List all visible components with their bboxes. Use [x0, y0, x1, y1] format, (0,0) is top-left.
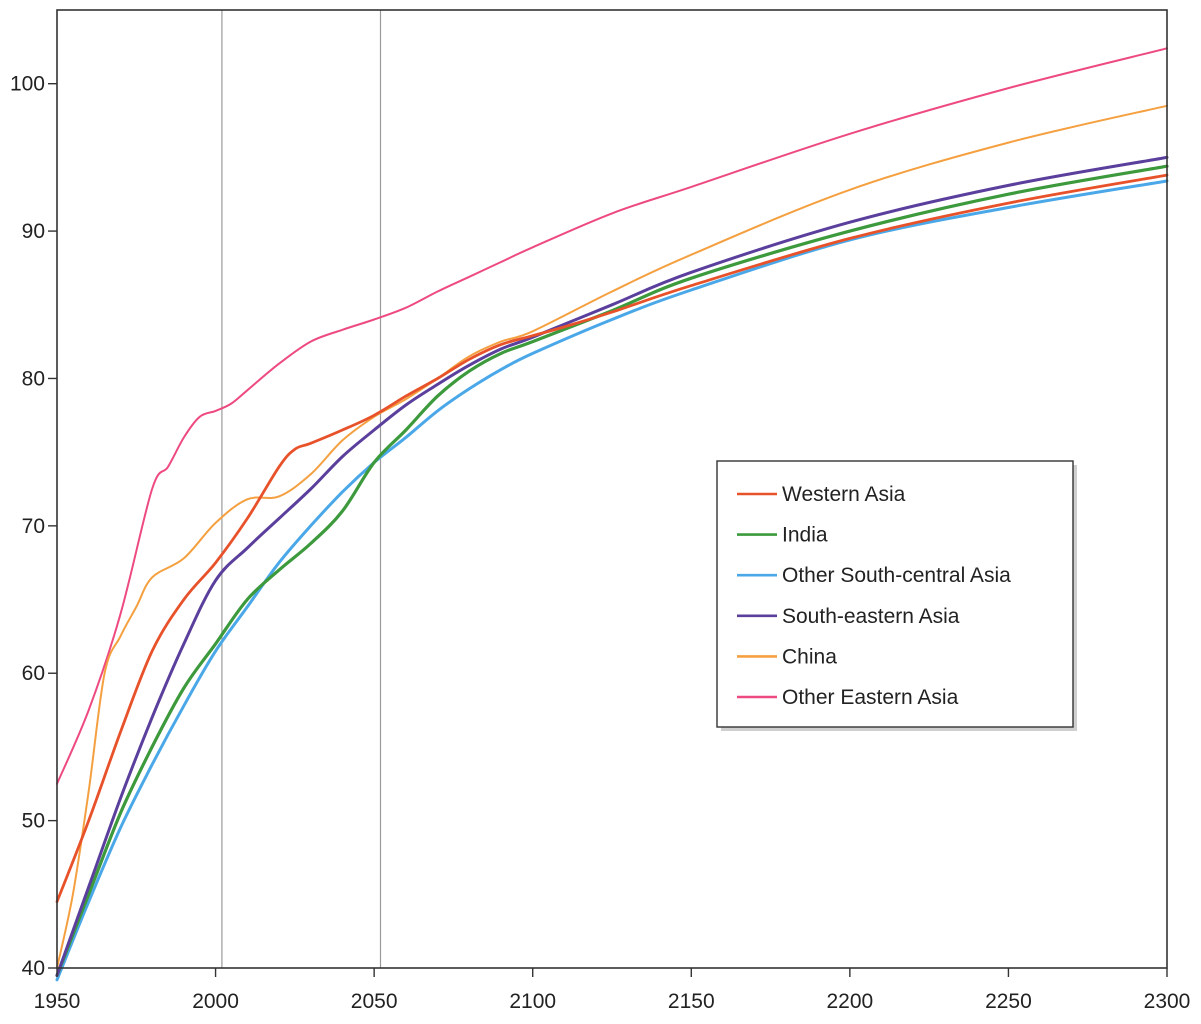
legend-label-other-south-central-asia: Other South-central Asia	[782, 564, 1011, 587]
series-lines	[55, 47, 1169, 982]
legend-items: Western Asia India Other South-central Asi…	[737, 483, 1011, 709]
legend-label-south-eastern-asia: South-eastern Asia	[782, 605, 960, 628]
x-axis: 1950 2000 2050 2100 2150 2200 2250 2300	[34, 968, 1191, 1013]
y-tick-label: 80	[22, 367, 45, 390]
legend-label-other-eastern-asia: Other Eastern Asia	[782, 686, 959, 709]
x-tick-label: 2000	[192, 990, 239, 1013]
series-line-other-south-central-asia	[55, 179, 1169, 982]
x-tick-label: 2050	[351, 990, 398, 1013]
reference-lines	[221, 10, 382, 968]
legend-box	[716, 460, 1074, 728]
x-tick-label: 2300	[1144, 990, 1191, 1013]
plot-frame	[56, 9, 1168, 969]
legend-label-india: India	[782, 524, 828, 547]
y-tick-label: 70	[22, 515, 45, 538]
y-tick-label: 50	[22, 810, 45, 833]
series-line-china	[56, 104, 1168, 969]
x-tick-label: 2200	[826, 990, 873, 1013]
legend-label-western-asia: Western Asia	[782, 483, 906, 506]
x-tick-label: 2100	[509, 990, 556, 1013]
x-tick-label: 1950	[34, 990, 81, 1013]
y-tick-label: 100	[10, 73, 45, 96]
y-tick-label: 40	[22, 957, 45, 980]
series-line-south-eastern-asia	[55, 155, 1169, 977]
x-tick-label: 2250	[985, 990, 1032, 1013]
legend-label-china: China	[782, 645, 837, 668]
y-axis: 40 50 60 70 80 90 100	[10, 73, 57, 980]
y-tick-label: 60	[22, 662, 45, 685]
x-tick-label: 2150	[668, 990, 715, 1013]
series-line-india	[55, 164, 1169, 977]
legend: Western Asia India Other South-central Asi…	[716, 460, 1077, 731]
series-line-western-asia	[55, 173, 1169, 904]
series-line-other-eastern-asia	[56, 47, 1168, 785]
y-tick-label: 90	[22, 220, 45, 243]
